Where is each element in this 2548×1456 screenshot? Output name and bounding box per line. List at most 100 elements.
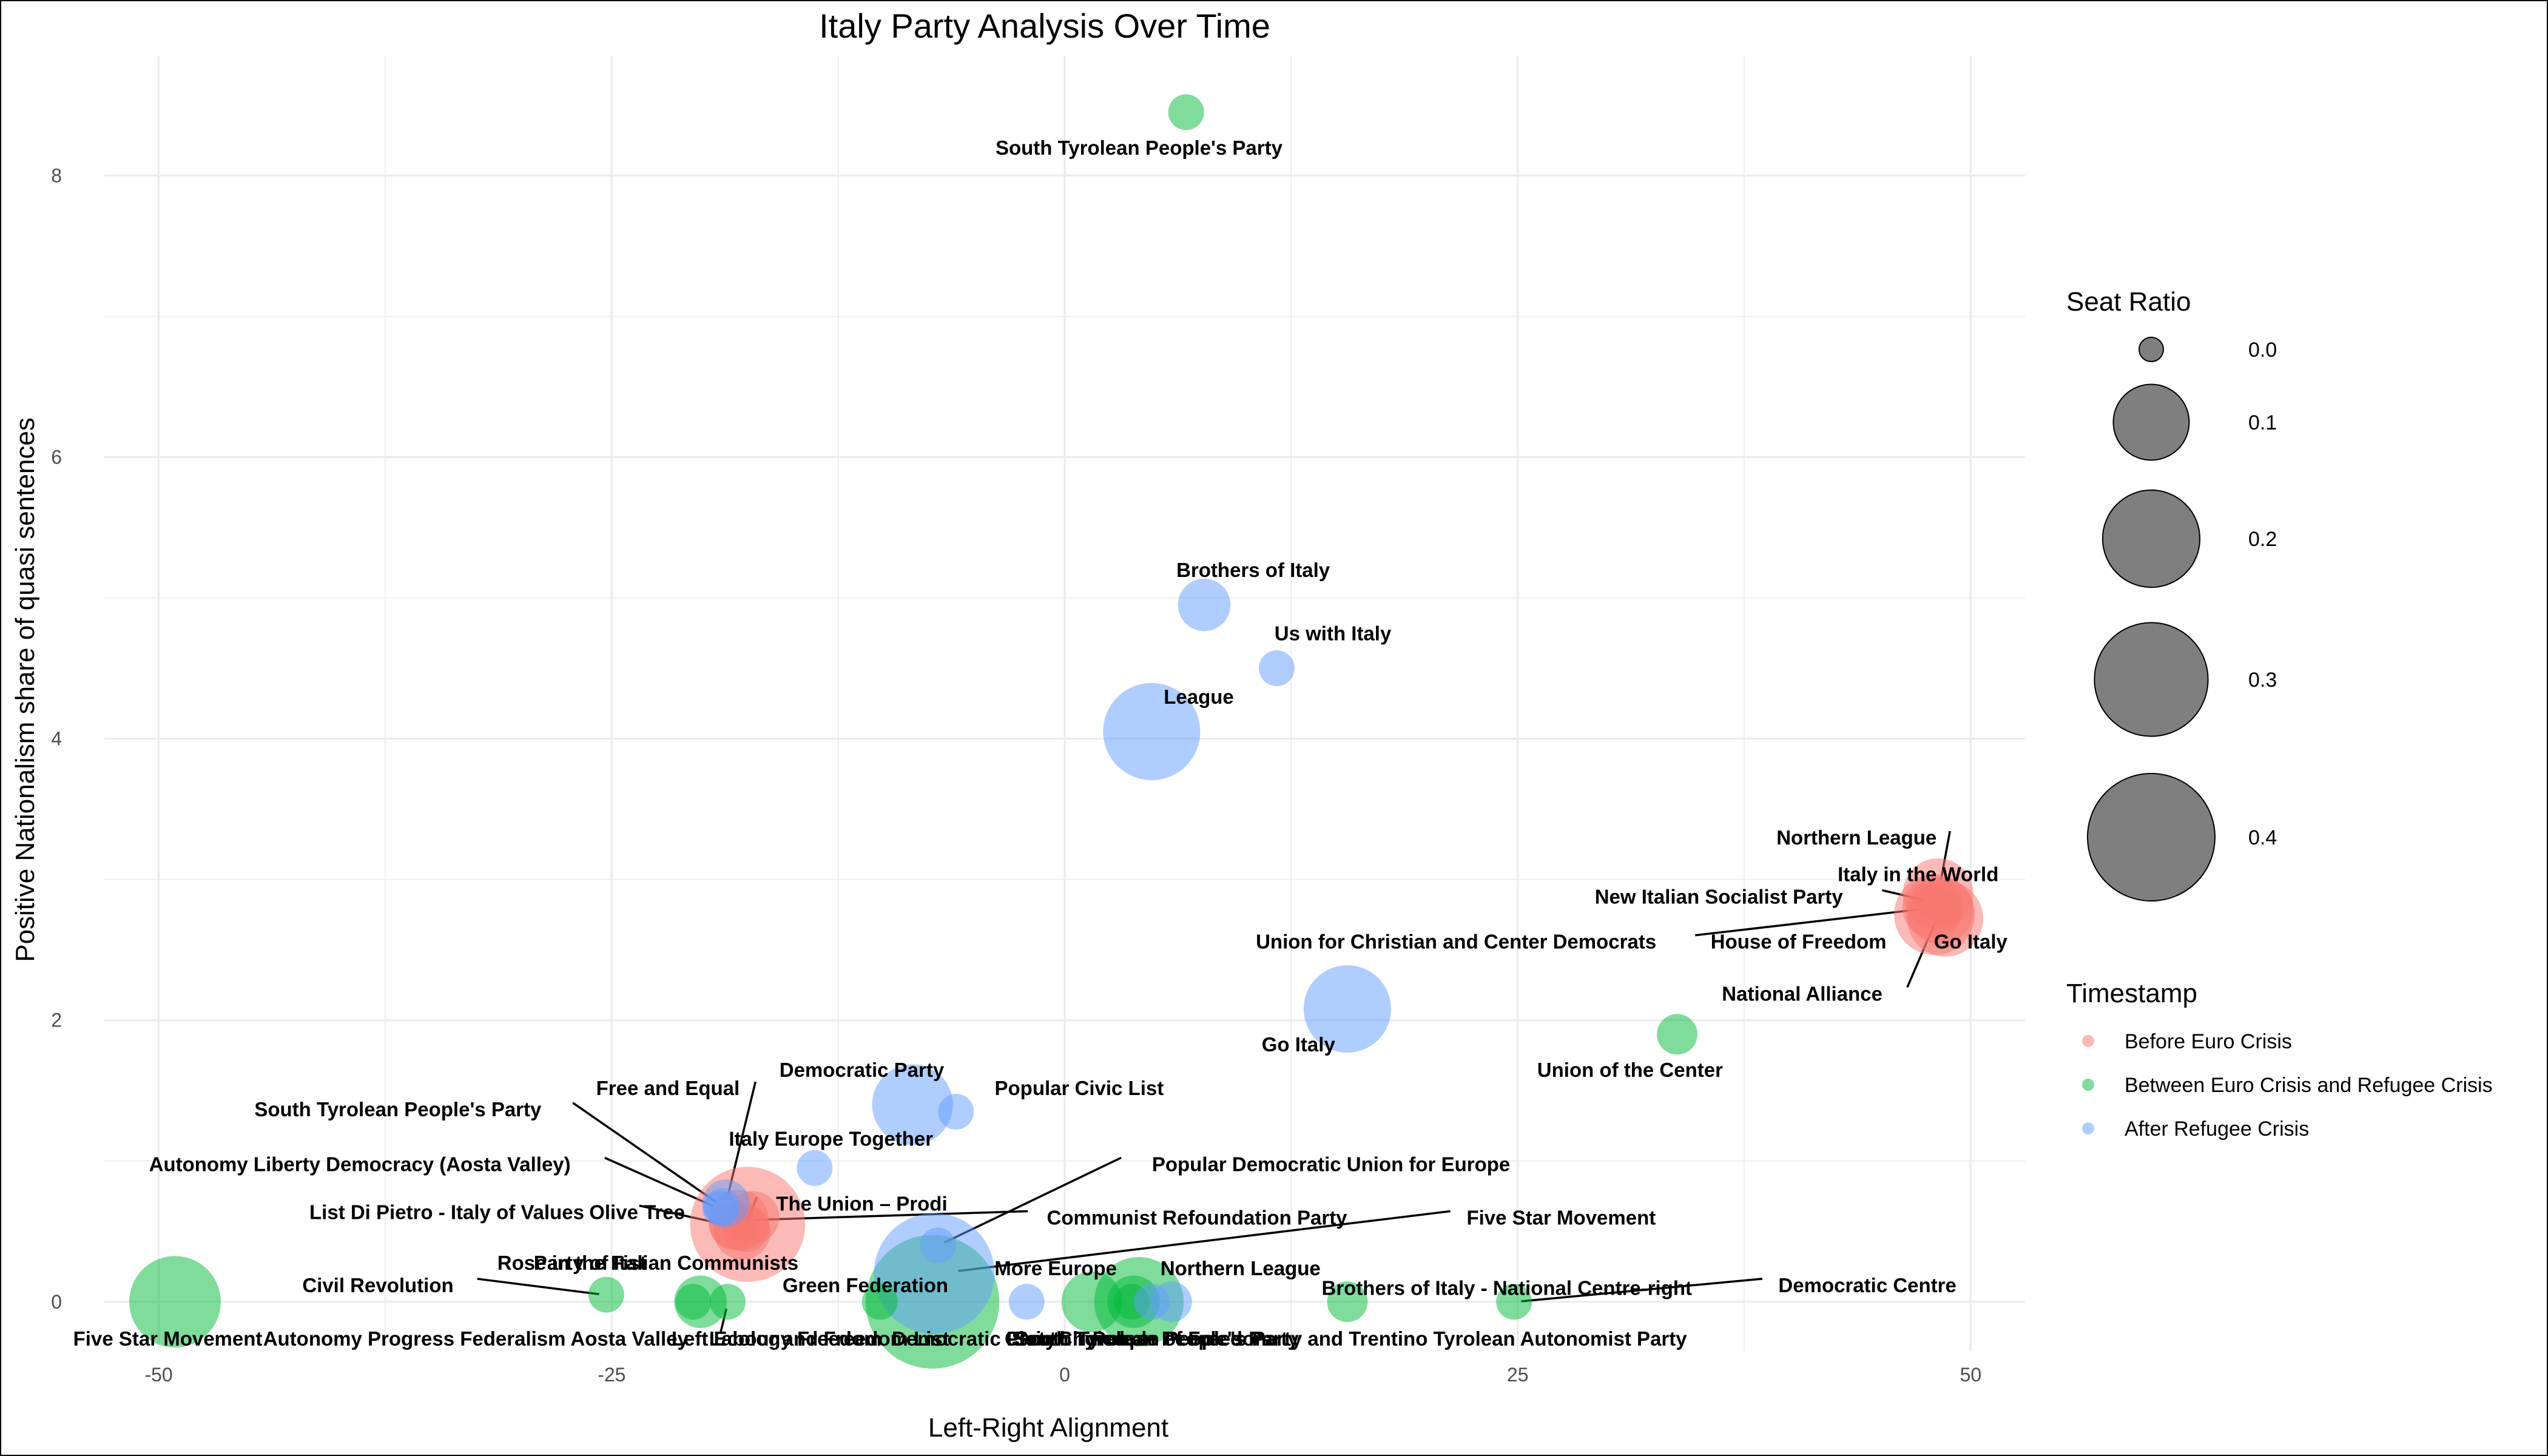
point-label: South Tyrolean People's Party [1012, 1327, 1299, 1350]
point-label: Left Ecology Freedom [672, 1327, 882, 1350]
point-label: Northern League [1161, 1257, 1321, 1279]
size-legend-label: 0.1 [2248, 411, 2277, 434]
data-point [1303, 965, 1391, 1053]
point-label: Brothers of Italy - National Centre-righ… [1321, 1277, 1692, 1299]
point-label: More Europe [994, 1257, 1117, 1279]
data-point [797, 1150, 833, 1186]
color-legend-label: Between Euro Crisis and Refugee Crisis [2125, 1074, 2493, 1097]
data-point [1061, 1271, 1122, 1332]
point-label: Go Italy [1934, 931, 2008, 953]
x-tick-label: 0 [1059, 1364, 1070, 1386]
data-point [1327, 1281, 1368, 1323]
point-label: Democratic Centre [1778, 1274, 1956, 1296]
size-legend-label: 0.2 [2248, 528, 2277, 551]
point-label: Party of Italian Communists [534, 1252, 798, 1274]
x-axis-title: Left-Right Alignment [928, 1413, 1168, 1443]
size-legend-key [2087, 773, 2216, 902]
point-label: Civil Revolution [302, 1274, 453, 1296]
data-point [1496, 1284, 1532, 1320]
point-label: Autonomy Progress Federalism Aosta Valle… [263, 1327, 689, 1350]
data-point [129, 1256, 221, 1348]
size-legend-label: 0.4 [2248, 826, 2277, 849]
point-label: People of Freedom [1093, 1327, 1273, 1350]
size-legend-label: 0.0 [2248, 339, 2277, 362]
data-point [1258, 650, 1295, 686]
label-leader-line [1521, 1278, 1763, 1303]
point-label: Union for Christian and Center Democrats [1256, 931, 1656, 953]
data-point [1168, 94, 1204, 130]
label-leader-line [1694, 908, 1921, 937]
point-label: South Tyrolean People's Party [996, 136, 1283, 159]
point-label: Union of the Center [1537, 1059, 1723, 1081]
data-point [874, 1213, 995, 1334]
point-label: Democratic Party [780, 1059, 945, 1081]
point-layer [129, 94, 1984, 1369]
label-leader-line [604, 1156, 715, 1207]
point-label: South Tyrolean People's Party [254, 1098, 542, 1121]
point-label: Northern League [1161, 1257, 1321, 1279]
color-legend-key [2082, 1079, 2094, 1091]
point-label: Five Star Movement [73, 1327, 263, 1350]
x-tick-label: 50 [1960, 1364, 1982, 1386]
data-point [709, 1284, 746, 1320]
point-label: Autonomy Liberty Democracy (Aosta Valley… [149, 1153, 571, 1175]
grid-layer [104, 56, 2025, 1351]
data-point [1008, 1284, 1045, 1320]
data-point [1178, 578, 1231, 632]
point-label: House of Freedom [1711, 931, 1887, 953]
label-leader-line [477, 1278, 599, 1296]
size-legend-key [2112, 383, 2190, 461]
color-legend-label: Before Euro Crisis [2125, 1030, 2292, 1053]
point-label: Go Italy [1262, 1033, 1336, 1056]
label-leader-line [572, 1102, 717, 1203]
point-label: League [1164, 686, 1234, 708]
point-label: Democratic Party [892, 1327, 1057, 1350]
point-label: Brothers of Italy [1176, 559, 1330, 581]
y-tick-label: 0 [51, 1291, 62, 1313]
point-label: Italy in the World [1838, 863, 1998, 885]
data-point [588, 1276, 624, 1313]
point-label: Civic Choice [1005, 1327, 1125, 1350]
size-legend-key [2101, 489, 2201, 588]
x-tick-label: -25 [598, 1364, 625, 1386]
color-legend-key [2082, 1035, 2094, 1047]
y-tick-label: 2 [51, 1009, 62, 1031]
size-legend-title: Seat Ratio [2066, 287, 2191, 317]
point-label: Labour and Freedom List [709, 1327, 949, 1350]
legend: Seat Ratio Timestamp 0.0 0.1 0.2 0.3 0.4 Befo… [2066, 287, 2493, 1141]
data-point [938, 1093, 974, 1130]
point-label: Popular Democratic Union for Europe [1152, 1153, 1510, 1175]
data-point [1657, 1014, 1697, 1055]
point-label: Us with Italy [1275, 622, 1392, 644]
axis-layer: -50 -25 0 25 50 0 2 4 6 8 [51, 164, 1981, 1386]
point-label: Northern League [1776, 826, 1936, 849]
chart-title: Italy Party Analysis Over Time [819, 7, 1270, 45]
size-legend-key [2138, 337, 2164, 362]
point-label: Free and Equal [596, 1077, 740, 1099]
data-point [1103, 682, 1201, 781]
point-label: South Tyrolean People's Party and Trenti… [1015, 1327, 1687, 1350]
y-tick-label: 4 [51, 728, 62, 750]
point-label: Five Star Movement [1466, 1207, 1656, 1229]
point-label: Italy Europe Together [729, 1128, 933, 1150]
data-point [1133, 1284, 1170, 1320]
size-legend-label: 0.3 [2248, 669, 2277, 692]
point-label: New Italian Socialist Party [1595, 885, 1844, 908]
point-label: Popular Civic List [995, 1077, 1164, 1099]
y-tick-label: 6 [51, 446, 62, 468]
color-legend-title: Timestamp [2066, 979, 2197, 1008]
data-point [675, 1284, 712, 1320]
point-label: List Di Pietro - Italy of Values [309, 1201, 584, 1223]
x-tick-label: 25 [1507, 1364, 1529, 1386]
point-label: Communist Refoundation Party [1047, 1207, 1348, 1229]
data-point [920, 1227, 956, 1264]
point-label: Olive Tree [589, 1201, 685, 1223]
data-point [703, 1191, 739, 1227]
color-legend-label: After Refugee Crisis [2125, 1117, 2309, 1141]
point-label: Rose in the Fist [497, 1252, 647, 1274]
y-tick-label: 8 [51, 164, 62, 186]
y-axis-title: Positive Nationalism share of quasi sent… [10, 417, 40, 962]
data-point [872, 1064, 953, 1145]
